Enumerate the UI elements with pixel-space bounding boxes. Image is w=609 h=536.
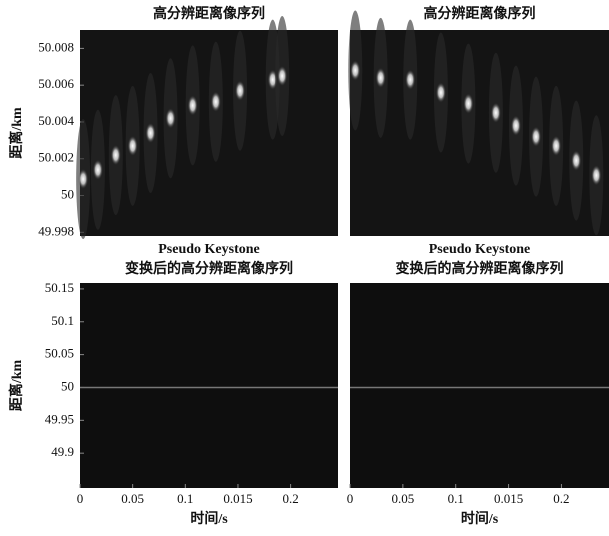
peak (210, 91, 221, 112)
x-tick-label: 0.2 (553, 491, 569, 506)
x-tick-label: 0.1 (448, 491, 464, 506)
peak (350, 60, 361, 81)
panel-title: 高分辨距离像序列 (424, 5, 536, 22)
x-tick-label: 0.015 (494, 491, 523, 506)
plot-area (350, 30, 609, 236)
panel-title: Pseudo Keystone (158, 242, 260, 257)
peak (510, 115, 521, 136)
panel-title: 变换后的高分辨距离像序列 (396, 260, 564, 277)
peak (571, 150, 582, 171)
x-tick-label: 0.015 (223, 491, 252, 506)
x-axis-label: 时间/s (461, 510, 499, 527)
y-tick-label: 50.05 (45, 346, 74, 361)
y-tick-label: 50.006 (38, 76, 74, 91)
y-tick-label: 50.004 (38, 113, 74, 128)
y-tick-label: 50.15 (45, 280, 74, 295)
peak (92, 159, 103, 180)
x-tick-label: 0.1 (177, 491, 193, 506)
y-tick-label: 50.1 (51, 313, 74, 328)
y-tick-label: 50 (61, 378, 74, 393)
peak (145, 123, 156, 143)
peak (531, 126, 542, 147)
y-tick-label: 49.95 (45, 411, 74, 426)
peak (127, 135, 138, 156)
x-axis-label: 时间/s (190, 510, 228, 527)
x-tick-label: 0 (347, 491, 354, 506)
panel-title: 变换后的高分辨距离像序列 (125, 260, 293, 277)
peak (235, 80, 246, 101)
plot-area (80, 283, 338, 488)
x-tick-label: 0 (77, 491, 84, 506)
panel-title: 高分辨距离像序列 (153, 5, 265, 22)
peak (165, 108, 176, 129)
peak (375, 67, 386, 88)
peak (591, 165, 602, 186)
plot-area (80, 30, 338, 236)
y-tick-label: 50.008 (38, 39, 74, 54)
peak (551, 135, 562, 156)
panel-title: Pseudo Keystone (429, 242, 531, 257)
peak (267, 69, 278, 90)
peak (277, 65, 288, 86)
peak (435, 82, 446, 103)
peak (490, 102, 501, 123)
y-tick-label: 49.998 (38, 223, 74, 238)
peak (405, 69, 416, 90)
y-axis-label: 距离/km (8, 359, 25, 411)
plot-area (350, 283, 609, 488)
peak (463, 93, 474, 114)
y-axis-label: 距离/km (8, 107, 25, 159)
peak (187, 95, 198, 116)
peak (78, 168, 89, 189)
y-tick-label: 50 (61, 187, 74, 202)
peak (110, 145, 121, 166)
x-tick-label: 0.2 (282, 491, 298, 506)
y-tick-label: 50.002 (38, 150, 74, 165)
x-tick-label: 0.05 (121, 491, 144, 506)
x-tick-label: 0.05 (391, 491, 414, 506)
y-tick-label: 49.9 (51, 444, 74, 459)
